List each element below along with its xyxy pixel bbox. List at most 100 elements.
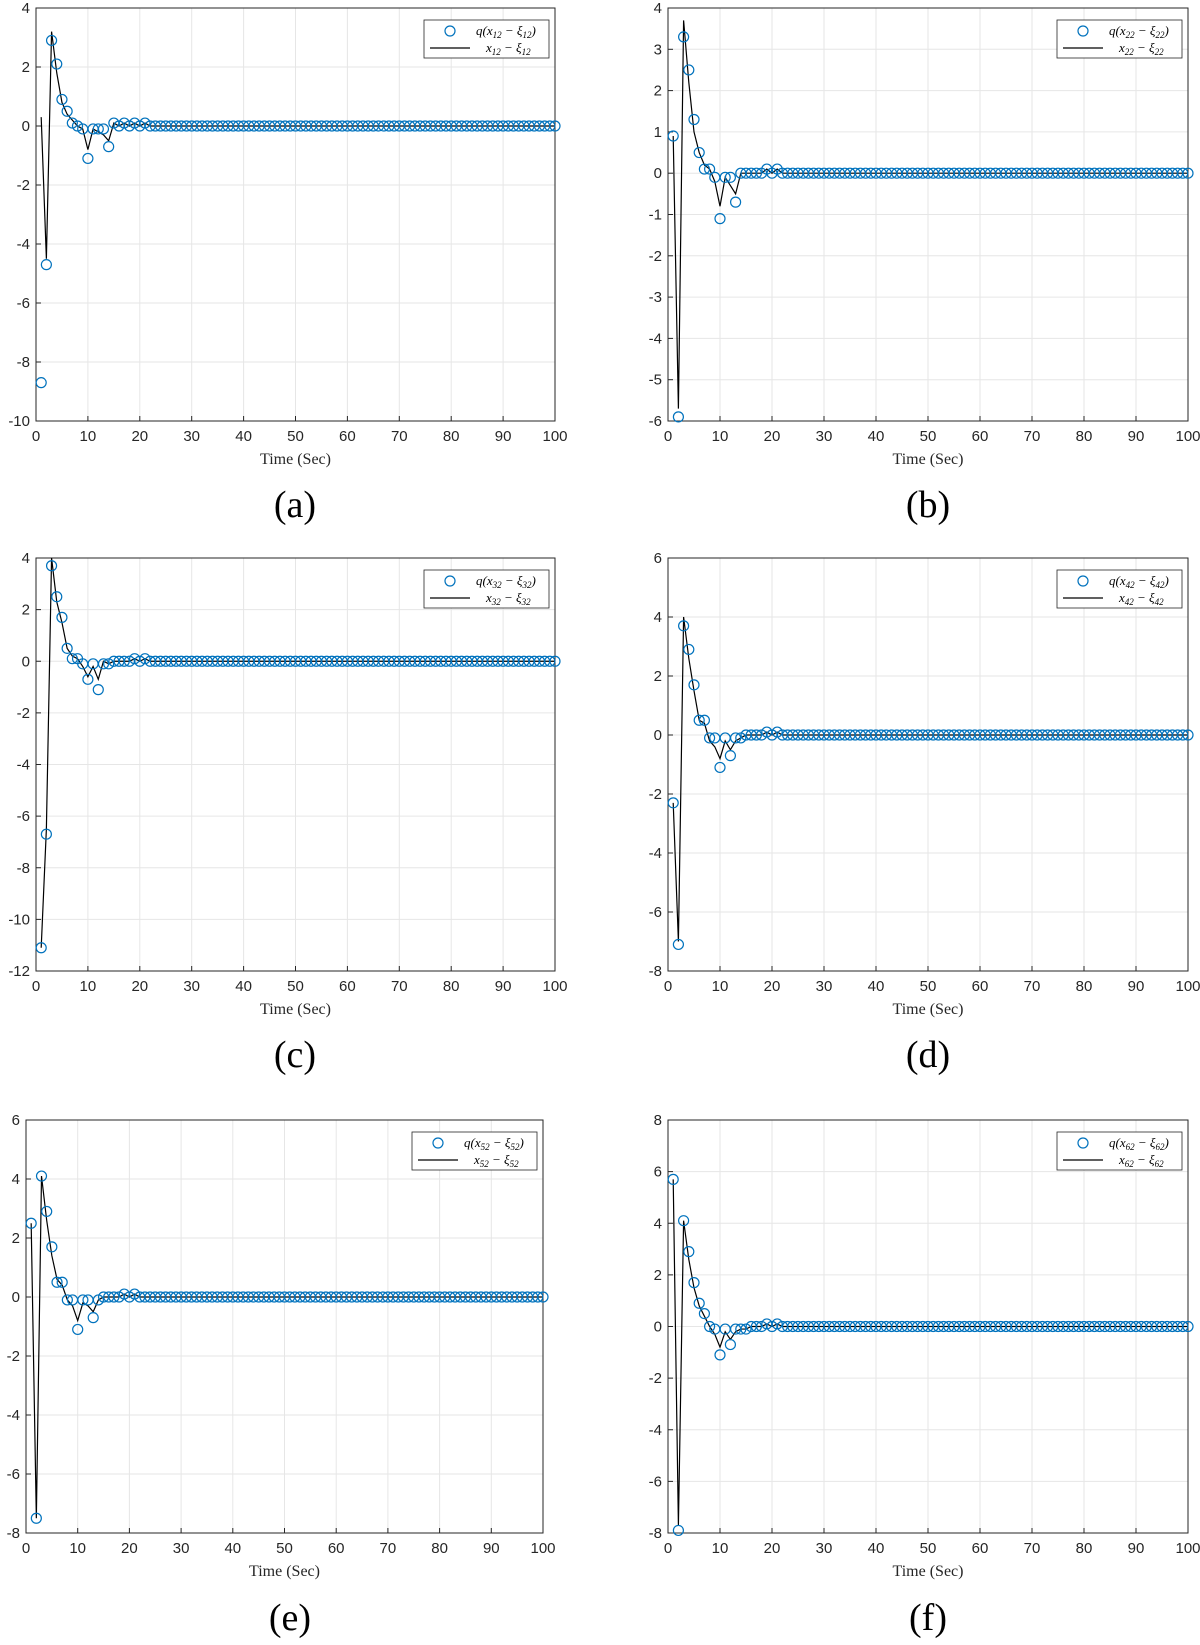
y-tick-label: -6 bbox=[649, 413, 662, 430]
data-point bbox=[667, 130, 679, 142]
x-tick-label: 10 bbox=[712, 428, 729, 445]
chart-panel-a: 0 10 20 30 40 50 60 70 80 90 100 -10 -8 -6 -4 -2 0 2 4 Time… bbox=[8, 0, 567, 526]
y-tick-label: 4 bbox=[22, 0, 30, 17]
x-tick-label: 80 bbox=[1076, 978, 1093, 995]
data-point bbox=[672, 938, 685, 951]
x-tick-label: 50 bbox=[920, 1540, 937, 1557]
y-tick-label: -2 bbox=[649, 786, 662, 803]
y-tick-label: 2 bbox=[654, 83, 662, 100]
legend-label-q: q(x62 − ξ62) bbox=[1109, 1135, 1169, 1152]
y-tick-label: -6 bbox=[7, 1466, 20, 1483]
legend-marker bbox=[444, 25, 456, 37]
legend-label-x: x22 − ξ22 bbox=[1118, 40, 1164, 57]
data-point bbox=[750, 1320, 763, 1333]
data-point bbox=[97, 658, 110, 670]
x-tick-label: 90 bbox=[495, 978, 512, 995]
x-tick-label: 100 bbox=[542, 978, 567, 995]
x-tick-label: 60 bbox=[972, 428, 989, 445]
legend-marker bbox=[1077, 1137, 1089, 1149]
y-tick-label: -2 bbox=[7, 1348, 20, 1365]
x-tick-label: 40 bbox=[868, 978, 885, 995]
y-tick-label: 0 bbox=[654, 165, 662, 182]
chart-panel-b: 0 10 20 30 40 50 60 70 80 90 100 -6 -5 -4 -3 -2 -1 0 1 2 3 4 T… bbox=[649, 0, 1200, 526]
data-point bbox=[1177, 167, 1189, 179]
y-tick-label: 4 bbox=[22, 550, 30, 567]
y-tick-label: 2 bbox=[12, 1230, 20, 1247]
data-point bbox=[724, 171, 737, 183]
legend: q(x22 − ξ22)x22 − ξ22 bbox=[1056, 19, 1183, 59]
legend-label-q: q(x22 − ξ22) bbox=[1109, 23, 1169, 40]
x-tick-label: 70 bbox=[380, 1540, 397, 1557]
data-point bbox=[51, 591, 63, 603]
y-tick-label: -6 bbox=[17, 808, 30, 825]
data-point bbox=[771, 1318, 783, 1330]
data-point bbox=[544, 655, 556, 667]
y-tick-label: -4 bbox=[649, 1422, 662, 1439]
y-tick-label: -4 bbox=[649, 330, 662, 347]
y-tick-label: -8 bbox=[7, 1525, 20, 1542]
data-point bbox=[72, 1323, 84, 1336]
data-point bbox=[677, 31, 690, 43]
data-point bbox=[41, 1205, 53, 1218]
y-tick-label: -3 bbox=[649, 289, 662, 306]
x-tick-label: 0 bbox=[664, 1540, 672, 1557]
data-point bbox=[118, 655, 130, 667]
x-tick-label: 20 bbox=[764, 1540, 781, 1557]
x-tick-label: 100 bbox=[542, 428, 567, 445]
x-tick-label: 20 bbox=[131, 428, 148, 445]
y-tick-label: 4 bbox=[12, 1171, 20, 1188]
data-point bbox=[693, 146, 705, 159]
data-point bbox=[677, 1215, 690, 1227]
y-tick-label: -8 bbox=[649, 963, 662, 980]
panel-caption: (c) bbox=[274, 1034, 316, 1076]
data-point bbox=[25, 1217, 37, 1229]
panel-caption: (f) bbox=[909, 1597, 947, 1639]
data-point bbox=[688, 113, 700, 126]
x-axis-title: Time (Sec) bbox=[249, 1563, 320, 1580]
x-tick-label: 10 bbox=[712, 1540, 729, 1557]
data-point bbox=[667, 797, 679, 809]
y-tick-label: -6 bbox=[649, 904, 662, 921]
panel-caption: (d) bbox=[906, 1034, 950, 1076]
data-point bbox=[532, 1291, 544, 1303]
data-point bbox=[35, 942, 47, 954]
data-point bbox=[549, 655, 561, 667]
data-point bbox=[56, 93, 68, 106]
y-tick-label: -6 bbox=[649, 1473, 662, 1490]
data-point bbox=[750, 167, 763, 179]
chart-panel-e: 0 10 20 30 40 50 60 70 80 90 100 -8 -6 -4 -2 0 2 4 6 Time (… bbox=[7, 1112, 556, 1639]
x-tick-label: 30 bbox=[816, 428, 833, 445]
data-point bbox=[82, 152, 94, 165]
x-tick-label: 40 bbox=[868, 1540, 885, 1557]
panel-caption: (a) bbox=[274, 484, 316, 526]
data-point bbox=[683, 1246, 695, 1258]
legend-label-x: x62 − ξ62 bbox=[1118, 1152, 1164, 1169]
legend: q(x52 − ξ52)x52 − ξ52 bbox=[411, 1131, 538, 1171]
series-line bbox=[672, 20, 1188, 409]
y-tick-label: 6 bbox=[12, 1112, 20, 1129]
y-tick-label: -8 bbox=[17, 354, 30, 371]
legend-box bbox=[1056, 569, 1183, 609]
x-tick-label: 80 bbox=[443, 978, 460, 995]
x-tick-label: 30 bbox=[173, 1540, 190, 1557]
data-point bbox=[703, 1320, 716, 1333]
x-tick-label: 10 bbox=[80, 428, 97, 445]
x-tick-label: 20 bbox=[764, 978, 781, 995]
legend-label-x: x12 − ξ12 bbox=[485, 40, 531, 57]
x-tick-label: 80 bbox=[1076, 1540, 1093, 1557]
x-tick-label: 0 bbox=[664, 428, 672, 445]
data-point bbox=[740, 1323, 752, 1335]
y-tick-label: -6 bbox=[17, 295, 30, 312]
data-point bbox=[92, 123, 104, 135]
data-point bbox=[1177, 729, 1189, 741]
y-tick-label: 6 bbox=[654, 550, 662, 567]
x-tick-label: 0 bbox=[664, 978, 672, 995]
legend-box bbox=[1056, 19, 1183, 59]
data-point bbox=[693, 714, 705, 726]
data-point bbox=[61, 1294, 73, 1306]
data-point bbox=[82, 673, 94, 685]
x-tick-label: 60 bbox=[339, 978, 356, 995]
y-tick-label: -2 bbox=[649, 248, 662, 265]
x-tick-label: 10 bbox=[712, 978, 729, 995]
x-axis-title: Time (Sec) bbox=[893, 451, 964, 468]
